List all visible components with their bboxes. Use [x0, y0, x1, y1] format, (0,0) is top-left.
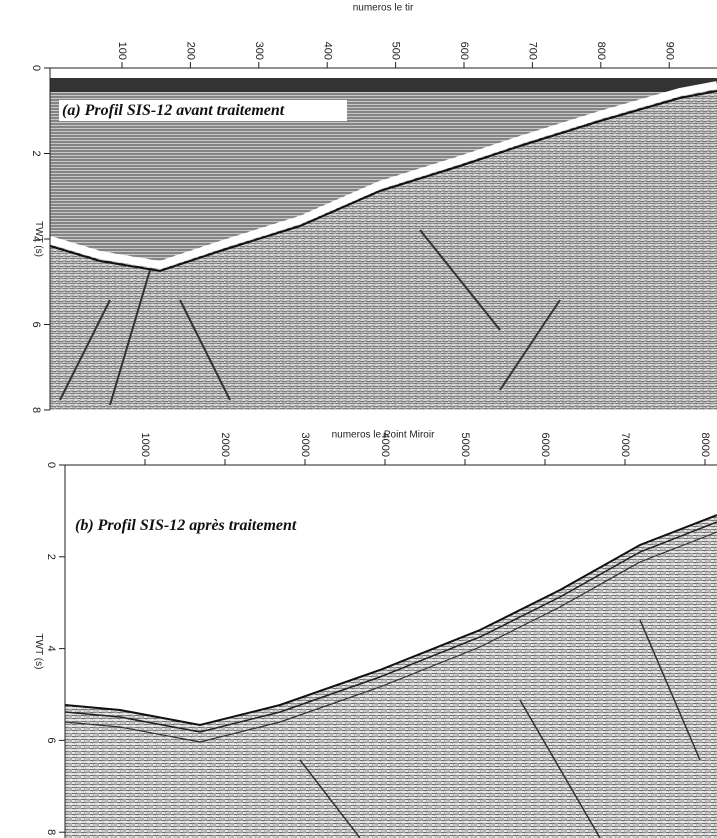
y-tick-label: 8: [30, 407, 42, 413]
x-axis-label: numeros le tir: [353, 3, 414, 14]
y-tick-label: 2: [45, 554, 57, 560]
x-tick-label: 700: [526, 42, 538, 60]
y-tick-label: 0: [45, 462, 57, 468]
y-axis-label: TWT (s): [33, 634, 44, 670]
x-tick-label: 6000: [539, 433, 551, 457]
seismic-profile-b: [64, 465, 717, 838]
seismic-profile-a: [48, 78, 717, 410]
x-tick-label: 900: [663, 42, 675, 60]
x-tick-label: 5000: [459, 433, 471, 457]
title-background: [59, 100, 347, 121]
x-tick-label: 400: [321, 42, 333, 60]
x-tick-label: 200: [184, 42, 196, 60]
x-tick-label: 7000: [619, 433, 631, 457]
panel-title: (b) Profil SIS-12 après traitement: [75, 517, 297, 534]
y-tick-label: 4: [45, 646, 57, 652]
y-axis-label: TWT (s): [33, 221, 44, 257]
x-tick-label: 800: [595, 42, 607, 60]
y-tick-label: 2: [30, 150, 42, 156]
y-tick-label: 6: [45, 737, 57, 743]
x-tick-label: 600: [458, 42, 470, 60]
x-tick-label: 4000: [379, 433, 391, 457]
x-tick-label: 1000: [139, 433, 151, 457]
y-tick-label: 0: [30, 65, 42, 71]
x-axis-label: numeros le Point Miroir: [332, 430, 435, 441]
x-tick-label: 100: [116, 42, 128, 60]
y-tick-label: 4: [30, 236, 42, 242]
x-tick-label: 300: [253, 42, 265, 60]
x-tick-label: 3000: [299, 433, 311, 457]
panel-title: (a) Profil SIS-12 avant traitement: [62, 102, 285, 119]
x-tick-label: 8000: [699, 433, 711, 457]
x-tick-label: 500: [390, 42, 402, 60]
y-tick-label: 6: [30, 321, 42, 327]
y-tick-label: 8: [45, 829, 57, 835]
x-tick-label: 2000: [219, 433, 231, 457]
